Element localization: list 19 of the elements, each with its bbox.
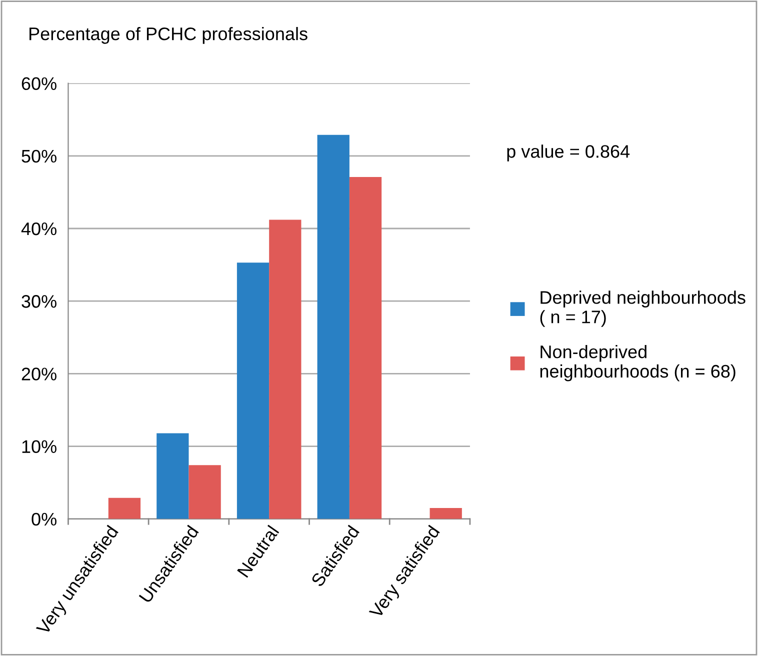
bar [236, 262, 270, 519]
y-tick-label: 50% [22, 150, 56, 163]
y-tick-label: 30% [22, 295, 56, 308]
bar [430, 508, 462, 519]
y-tick-label: 60% [22, 77, 56, 90]
y-tick-label: 20% [22, 368, 56, 380]
y-axis-title: Percentage of PCHC professionals [30, 26, 308, 44]
bar [269, 220, 302, 519]
y-tick-label: 40% [21, 222, 56, 236]
bar [188, 465, 221, 519]
y-tick-label: 10% [22, 440, 56, 454]
bar [108, 498, 141, 519]
legend-label: Non-deprived neighbourhoods (n = 68) [540, 344, 736, 382]
text: p value = 0.864 [507, 144, 630, 162]
bar [317, 134, 350, 519]
bar [156, 433, 189, 519]
y-tick-label: 0% [32, 512, 56, 526]
bar [349, 176, 382, 519]
legend-label: Deprived neighbourhoods ( n = 17) [540, 290, 746, 327]
